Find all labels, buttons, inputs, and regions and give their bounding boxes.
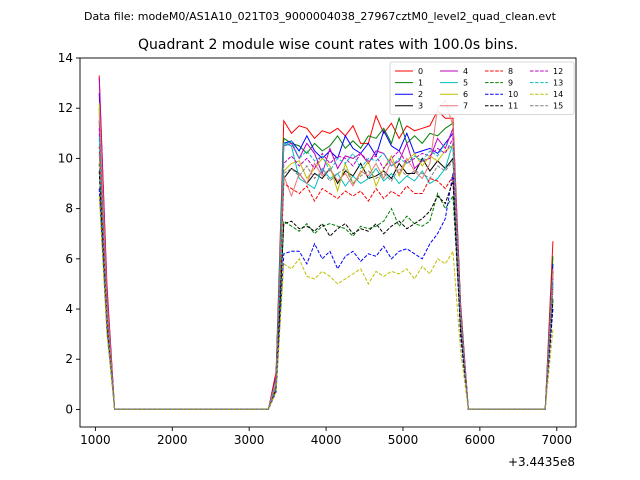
file-label: Data file: modeM0/AS1A10_021T03_90000040…: [84, 10, 557, 23]
series-line-5: [98, 133, 554, 410]
legend-label-14: 14: [553, 90, 563, 99]
y-axis: 0 2 4 6 8 10 12 14: [58, 51, 80, 416]
y-tick-label: 14: [58, 51, 73, 65]
legend-label-7: 7: [463, 102, 468, 111]
legend-label-15: 15: [553, 102, 563, 111]
series-line-15: [98, 153, 554, 410]
y-tick-label: 10: [58, 151, 73, 165]
x-tick-label: 4000: [311, 433, 342, 447]
x-tick-label: 3000: [234, 433, 265, 447]
x-offset-label: +3.4435e8: [508, 455, 575, 469]
series-line-13: [98, 138, 554, 410]
legend-label-13: 13: [553, 78, 563, 87]
legend-label-12: 12: [553, 67, 563, 76]
series-line-2: [98, 93, 554, 410]
legend-label-9: 9: [508, 78, 513, 87]
x-tick-label: 5000: [388, 433, 419, 447]
series-line-3: [98, 120, 554, 410]
chart-title: Quadrant 2 module wise count rates with …: [138, 37, 518, 53]
y-tick-label: 12: [58, 101, 73, 115]
legend-label-8: 8: [508, 67, 513, 76]
legend-label-10: 10: [508, 90, 518, 99]
x-tick-label: 6000: [465, 433, 496, 447]
series-line-14: [98, 196, 554, 410]
series-line-9: [98, 163, 554, 410]
legend-label-3: 3: [418, 102, 423, 111]
legend-label-6: 6: [463, 90, 468, 99]
series-line-0: [98, 75, 554, 410]
y-tick-label: 4: [65, 302, 73, 316]
x-tick-label: 1000: [80, 433, 111, 447]
x-tick-label: 7000: [542, 433, 573, 447]
y-tick-label: 2: [65, 352, 73, 366]
series-line-6: [98, 103, 554, 410]
series-line-11: [98, 170, 554, 410]
plot-area: [79, 57, 577, 428]
legend-label-4: 4: [463, 67, 468, 76]
y-tick-label: 6: [65, 252, 73, 266]
series-line-10: [98, 173, 554, 410]
legend-box: [389, 61, 575, 115]
y-tick-label: 0: [65, 402, 73, 416]
x-axis: 1000 2000 3000 4000 5000 6000 7000: [80, 427, 572, 447]
legend-label-0: 0: [418, 67, 423, 76]
series-line-8: [98, 145, 554, 410]
x-tick-label: 2000: [157, 433, 188, 447]
legend-label-2: 2: [418, 90, 423, 99]
plot-frame: [79, 57, 577, 428]
legend-label-1: 1: [418, 78, 423, 87]
series-line-12: [98, 128, 554, 410]
legend-label-11: 11: [508, 102, 518, 111]
y-tick-label: 8: [65, 202, 73, 216]
series-line-1: [98, 108, 554, 410]
series-line-4: [98, 78, 554, 410]
legend-label-5: 5: [463, 78, 468, 87]
